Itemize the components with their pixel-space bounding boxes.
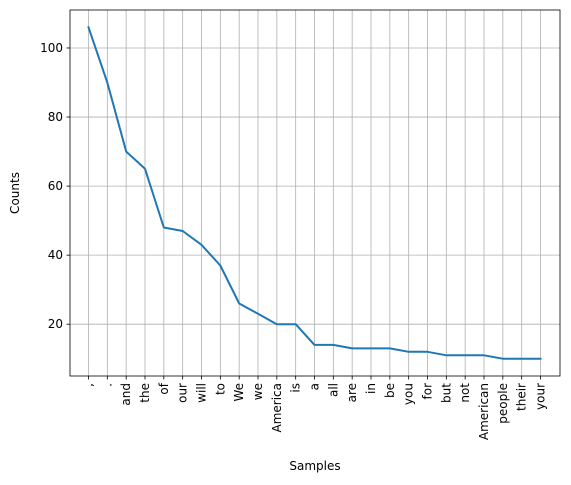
y-axis-ticks: 20 40 60 80 100 <box>40 41 70 331</box>
x-tick-label: are <box>345 383 359 402</box>
data-point <box>389 347 391 349</box>
data-point <box>182 230 184 232</box>
data-point <box>332 344 334 346</box>
x-tick-label: our <box>176 383 190 403</box>
x-tick-label: of <box>157 382 171 394</box>
y-axis-label: Counts <box>8 172 22 214</box>
x-tick-label: we <box>251 383 265 400</box>
data-point <box>88 26 90 28</box>
x-tick-label: America <box>270 383 284 433</box>
data-point <box>106 82 108 84</box>
data-point <box>370 347 372 349</box>
data-point <box>445 354 447 356</box>
x-tick-label: We <box>232 383 246 402</box>
data-point <box>219 265 221 267</box>
data-point <box>314 344 316 346</box>
data-point <box>295 323 297 325</box>
y-tick-label: 40 <box>48 248 63 262</box>
x-tick-label: in <box>364 383 378 394</box>
x-tick-label: American <box>477 383 491 440</box>
series-layer <box>87 26 542 360</box>
data-point <box>351 347 353 349</box>
y-tick-label: 80 <box>48 110 63 124</box>
data-point <box>257 313 259 315</box>
x-tick-label: all <box>326 383 340 397</box>
plot-frame <box>69 9 561 377</box>
x-tick-label: people <box>496 383 510 424</box>
x-tick-label: , <box>82 383 96 387</box>
data-point <box>125 151 127 153</box>
data-point <box>540 358 542 360</box>
x-tick-label: a <box>308 383 322 390</box>
x-tick-label: the <box>138 383 152 403</box>
x-tick-label: their <box>515 383 529 411</box>
y-tick-label: 100 <box>40 41 63 55</box>
x-tick-label: will <box>195 383 209 403</box>
x-tick-label: but <box>439 383 453 403</box>
x-tick-label: not <box>458 383 472 403</box>
x-tick-label: is <box>289 383 303 393</box>
data-point <box>144 168 146 170</box>
x-tick-label: and <box>119 383 133 406</box>
data-point <box>521 358 523 360</box>
x-tick-label: to <box>213 383 227 395</box>
y-tick-label: 60 <box>48 179 63 193</box>
x-tick-label: you <box>402 383 416 405</box>
x-tick-label: . <box>100 383 114 387</box>
series-line <box>87 26 542 360</box>
x-tick-label: for <box>421 383 435 400</box>
data-point <box>483 354 485 356</box>
data-point <box>201 244 203 246</box>
data-point <box>163 227 165 229</box>
x-tick-label: be <box>383 383 397 398</box>
data-point <box>464 354 466 356</box>
x-axis-label: Samples <box>289 459 340 473</box>
grid-lines <box>70 10 560 376</box>
x-axis-ticks: ,. and the of our will to We we America is a all are i… <box>82 376 548 440</box>
data-point <box>502 358 504 360</box>
data-point <box>276 323 278 325</box>
data-point <box>408 351 410 353</box>
data-point <box>427 351 429 353</box>
y-tick-label: 20 <box>48 317 63 331</box>
x-tick-label: your <box>534 383 548 410</box>
data-point <box>238 302 240 304</box>
